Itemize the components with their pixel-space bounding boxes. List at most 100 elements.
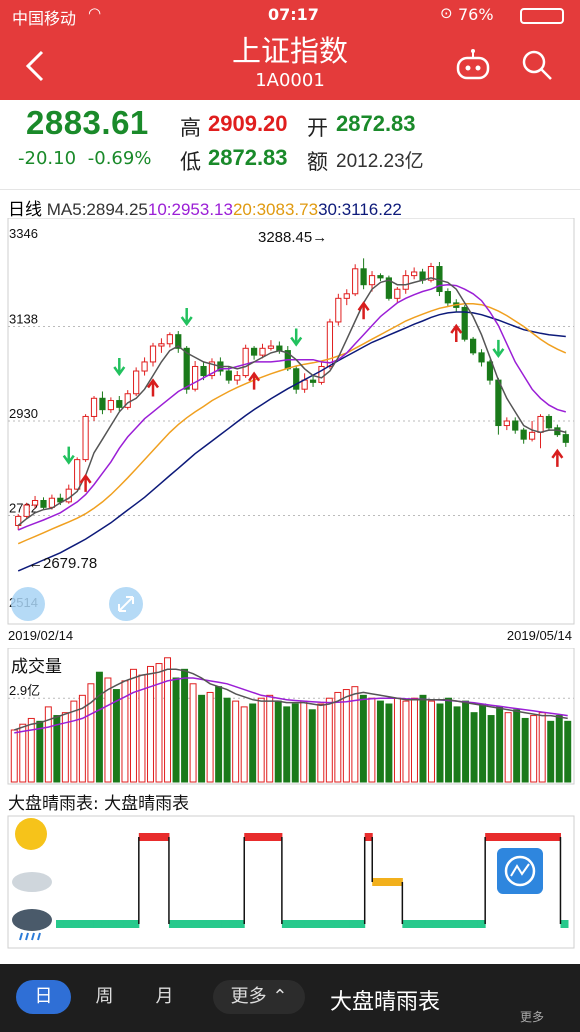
- candle-body: [352, 268, 359, 295]
- candle-body: [562, 434, 569, 443]
- volume-bar: [138, 674, 146, 783]
- volume-bar: [325, 697, 333, 783]
- weather-segment: [379, 878, 388, 886]
- weather-segment: [199, 920, 208, 928]
- sell-signal-arrow: [492, 339, 505, 358]
- high-value: 2909.20: [208, 111, 288, 136]
- weather-segment: [500, 833, 509, 841]
- rain-drop: [19, 932, 23, 941]
- volume-bar: [479, 703, 487, 783]
- volume-bar: [334, 691, 342, 783]
- candle-body: [368, 275, 376, 286]
- sell-signal-arrow: [113, 358, 126, 377]
- volume-bar: [164, 657, 172, 783]
- indicator-title[interactable]: 大盘晴雨表: [330, 990, 441, 1015]
- y-tick-label: 3346: [9, 226, 38, 241]
- candle-body: [537, 415, 544, 433]
- weather-segment: [304, 920, 313, 928]
- amount-value: 2012.23亿: [336, 151, 424, 172]
- weather-segment: [206, 920, 215, 928]
- tab-week[interactable]: 周: [95, 986, 114, 1007]
- volume-bar: [95, 671, 103, 783]
- buy-signal-arrow: [79, 473, 92, 492]
- weather-chart[interactable]: 大盘晴雨表: 大盘晴雨表: [0, 790, 580, 960]
- weather-segment: [417, 920, 426, 928]
- search-icon: [522, 50, 552, 80]
- candle-body: [394, 288, 401, 299]
- tab-more-label: 更多: [230, 986, 267, 1007]
- candle-body: [31, 500, 39, 506]
- candle-body: [99, 397, 106, 411]
- weather-segment: [515, 833, 524, 841]
- weather-segment: [507, 833, 516, 841]
- candle-body: [23, 504, 30, 517]
- weather-segment: [530, 833, 539, 841]
- volume-bar: [44, 706, 52, 783]
- weather-segment: [289, 920, 298, 928]
- weather-segment: [86, 920, 95, 928]
- weather-segment: [236, 920, 245, 928]
- volume-bar: [61, 712, 69, 783]
- weather-segment: [123, 920, 132, 928]
- buy-signal-arrow: [450, 323, 463, 342]
- volume-title: 成交量: [11, 657, 62, 677]
- candle-body: [503, 420, 510, 427]
- ma10-value: 10:2953.13: [147, 200, 233, 219]
- header-bar: 中国移动 ◠ 07:17 ⊙ 76% 上证指数 1A0001: [0, 0, 580, 100]
- weather-segment: [537, 833, 546, 841]
- candle-body: [385, 277, 392, 299]
- volume-bar: [521, 717, 529, 783]
- volume-chart[interactable]: 成交量 2.9亿: [0, 648, 580, 788]
- weather-segment: [229, 920, 238, 928]
- candle-body: [133, 370, 140, 395]
- volume-bar: [564, 720, 572, 783]
- candle-body: [234, 375, 241, 381]
- candle-body: [545, 415, 553, 429]
- collapse-button: [11, 587, 45, 621]
- weather-segment: [244, 833, 253, 841]
- volume-bar: [453, 706, 461, 783]
- volume-bar: [393, 697, 401, 783]
- more-link[interactable]: 更多: [520, 1010, 545, 1024]
- current-price: 2883.61: [26, 104, 149, 141]
- rain-cloud-icon: [12, 909, 52, 931]
- search-button[interactable]: [520, 48, 554, 82]
- volume-bar: [112, 689, 120, 783]
- volume-bar: [300, 700, 308, 783]
- candlestick-chart[interactable]: 334631382930272225142019/02/142019/05/14…: [0, 218, 580, 648]
- candle-body: [293, 368, 300, 390]
- volume-bar: [249, 703, 257, 783]
- volume-bar: [385, 703, 393, 783]
- robot-assistant-button[interactable]: [455, 48, 491, 82]
- volume-bar: [436, 703, 444, 783]
- volume-bar: [308, 709, 316, 783]
- weather-segment: [116, 920, 125, 928]
- tab-month[interactable]: 月: [155, 986, 174, 1007]
- candle-body: [326, 321, 334, 367]
- rain-drop: [25, 932, 29, 941]
- weather-segment: [372, 878, 381, 886]
- back-button[interactable]: [20, 46, 52, 86]
- carrier-label: 中国移动: [12, 9, 77, 28]
- sell-signal-arrow: [180, 308, 193, 327]
- candle-body: [141, 361, 148, 372]
- weather-segment: [327, 920, 336, 928]
- ma20-value: 20:3083.73: [232, 200, 319, 219]
- min-annotation: ←2679.78: [28, 555, 97, 572]
- volume-bar: [530, 715, 538, 783]
- period-label: 日线: [8, 200, 42, 219]
- volume-bar: [87, 683, 95, 783]
- volume-bar: [78, 694, 86, 783]
- wifi-icon: ◠: [88, 4, 102, 22]
- tab-more[interactable]: 更多 ⌃: [213, 980, 305, 1014]
- volume-bar: [198, 694, 206, 783]
- chart-icon: [504, 855, 536, 887]
- volume-bar: [547, 720, 555, 783]
- ma5-line: [17, 277, 566, 527]
- volume-bar: [232, 700, 240, 783]
- candle-body: [470, 338, 477, 354]
- weather-segment: [101, 920, 110, 928]
- sun-icon: [15, 818, 47, 850]
- weather-segment: [470, 920, 479, 928]
- tab-day[interactable]: 日: [16, 980, 71, 1014]
